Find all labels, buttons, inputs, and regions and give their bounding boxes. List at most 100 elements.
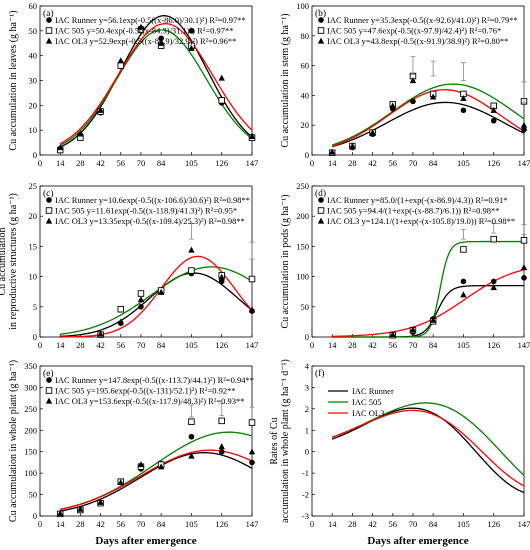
fit-curve-iac-ol3 [331,409,525,487]
data-point-square [188,418,195,425]
legend-label: IAC 505 y=11.61exp(-0.5((x-118.9)/41.3)²… [55,206,237,216]
data-point-circle [521,126,527,133]
y-tick-label: 60 [29,1,38,11]
data-point-triangle [349,142,356,149]
y-tick-label: 50 [29,490,38,500]
legend-label: IAC 505 y=94.4/(1+exp(-(x-88.7)/6.1)) R²… [327,206,500,216]
legend-label: IAC Runner y=10.6exp(-0.5((x-106.6)/30.6… [55,195,250,205]
data-point-circle [460,278,467,285]
y-tick-label: 20 [301,120,310,130]
data-point-triangle [218,74,225,81]
data-point-triangle [56,510,64,517]
x-tick-label: 84 [157,340,166,350]
y-tick-label: 40 [29,51,38,61]
x-tick-label: 14 [56,158,65,168]
data-point-triangle [45,397,53,404]
x-tick-label: 105 [457,519,470,529]
x-tick-label: 105 [457,158,470,168]
x-tick-label: 126 [215,340,228,350]
y-axis-title: accumulation in whole plant (g ha⁻¹ d⁻¹) [280,359,291,523]
data-point-triangle [520,121,528,128]
y-tick-label: 3 [305,382,309,392]
data-point-square [317,27,325,34]
fit-curve-iac-ol3 [60,255,253,338]
y-tick-label: 2 [305,404,309,414]
data-point-triangle [45,37,53,44]
x-tick-label: 0 [38,158,42,168]
data-point-circle [138,304,144,310]
chart-panel-f: 0 14 28 42 56 70 84 105 126 147 -3 -2 -1 0 1 2 3 4 (f) Rate… [269,359,530,529]
legend-label: IAC OL3 y=13.35exp(-0.5((x-109.4)/25.3)²… [55,216,245,226]
panel-label: (c) [43,188,54,199]
y-tick-label: 1 [305,425,309,435]
fit-curve-iac-ol3 [331,89,525,147]
fit-curve-iac-runner [60,452,253,512]
x-tick-label: 126 [487,158,500,168]
y-tick-label: 200 [296,211,309,221]
y-axis-title: Rates of Cu [269,417,280,464]
y-tick-label: 350 [24,361,37,371]
data-point-circle [46,197,52,203]
x-tick-label: 0 [38,519,42,529]
x-tick-label: 56 [389,158,398,168]
y-tick-label: 30 [29,76,38,86]
x-tick-label: 42 [368,340,377,350]
legend-label: IAC 505 [352,397,382,407]
y-tick-label: 150 [24,447,37,457]
y-tick-label: 100 [296,1,309,11]
data-point-square [218,97,225,104]
x-tick-label: 28 [76,340,85,350]
data-point-square [137,290,145,297]
plot-frame [39,185,253,338]
data-point-square [45,27,53,34]
x-tick-label: 105 [185,158,198,168]
data-point-triangle [137,461,145,468]
data-point-circle [490,278,497,285]
data-point-circle [410,98,416,105]
x-tick-label: 105 [457,340,470,350]
y-tick-label: 50 [29,26,38,36]
data-point-square [188,267,195,274]
fit-curve-iac-505 [331,83,525,146]
fit-curve-iac-ol3 [59,22,253,145]
legend-label: IAC Runner y=147.8exp(-0.5((x-113.7)/44.… [55,375,254,385]
data-point-triangle [188,452,195,459]
data-point-triangle [218,443,225,450]
panel-label: (e) [43,368,54,379]
fit-curve-iac-runner [331,407,525,494]
x-tick-label: 14 [328,340,337,350]
data-point-square [117,62,125,69]
y-tick-label: 0 [33,150,37,160]
x-tick-label: 84 [429,158,438,168]
data-point-circle [318,197,324,203]
x-tick-label: 14 [56,340,65,350]
data-point-square [45,207,53,214]
y-tick-label: 40 [301,90,310,100]
data-point-triangle [460,291,467,298]
y-tick-label: -3 [302,511,309,521]
y-tick-label: 80 [301,31,310,41]
y-tick-label: 100 [24,468,37,478]
x-tick-label: 105 [185,519,198,529]
data-point-triangle [490,106,497,113]
legend-label: IAC 505 y=47.6exp(-0.5((x-97.9)/42.4)²) … [327,26,501,36]
x-tick-label: 70 [409,158,418,168]
data-point-square [218,417,225,425]
data-point-triangle [429,93,437,100]
y-axis-title: Cu accumulation in leaves (g ha⁻¹) [8,10,19,150]
data-point-triangle [369,129,376,136]
y-tick-label: 250 [24,404,37,414]
data-point-triangle [97,106,104,113]
chart-panels: 0 14 28 42 56 70 84 105 126 1470102030405060(a)Cu… [0,1,530,529]
data-point-circle [188,28,195,34]
data-point-triangle [429,316,437,323]
data-point-circle [460,107,467,114]
data-point-triangle [317,37,325,44]
chart-panel-d: 0 14 28 42 56 70 84 105 126 147 0 50 100 150 200 250 (d)… [280,181,530,350]
y-tick-label: 25 [29,181,38,191]
x-tick-label: 147 [246,158,259,168]
data-point-triangle [157,463,165,470]
x-tick-label: 70 [409,519,418,529]
y-tick-label: 10 [29,272,38,282]
legend-label: IAC OL3 y=153.6exp(-0.5((x-117.9)/48.3)²… [55,396,245,406]
